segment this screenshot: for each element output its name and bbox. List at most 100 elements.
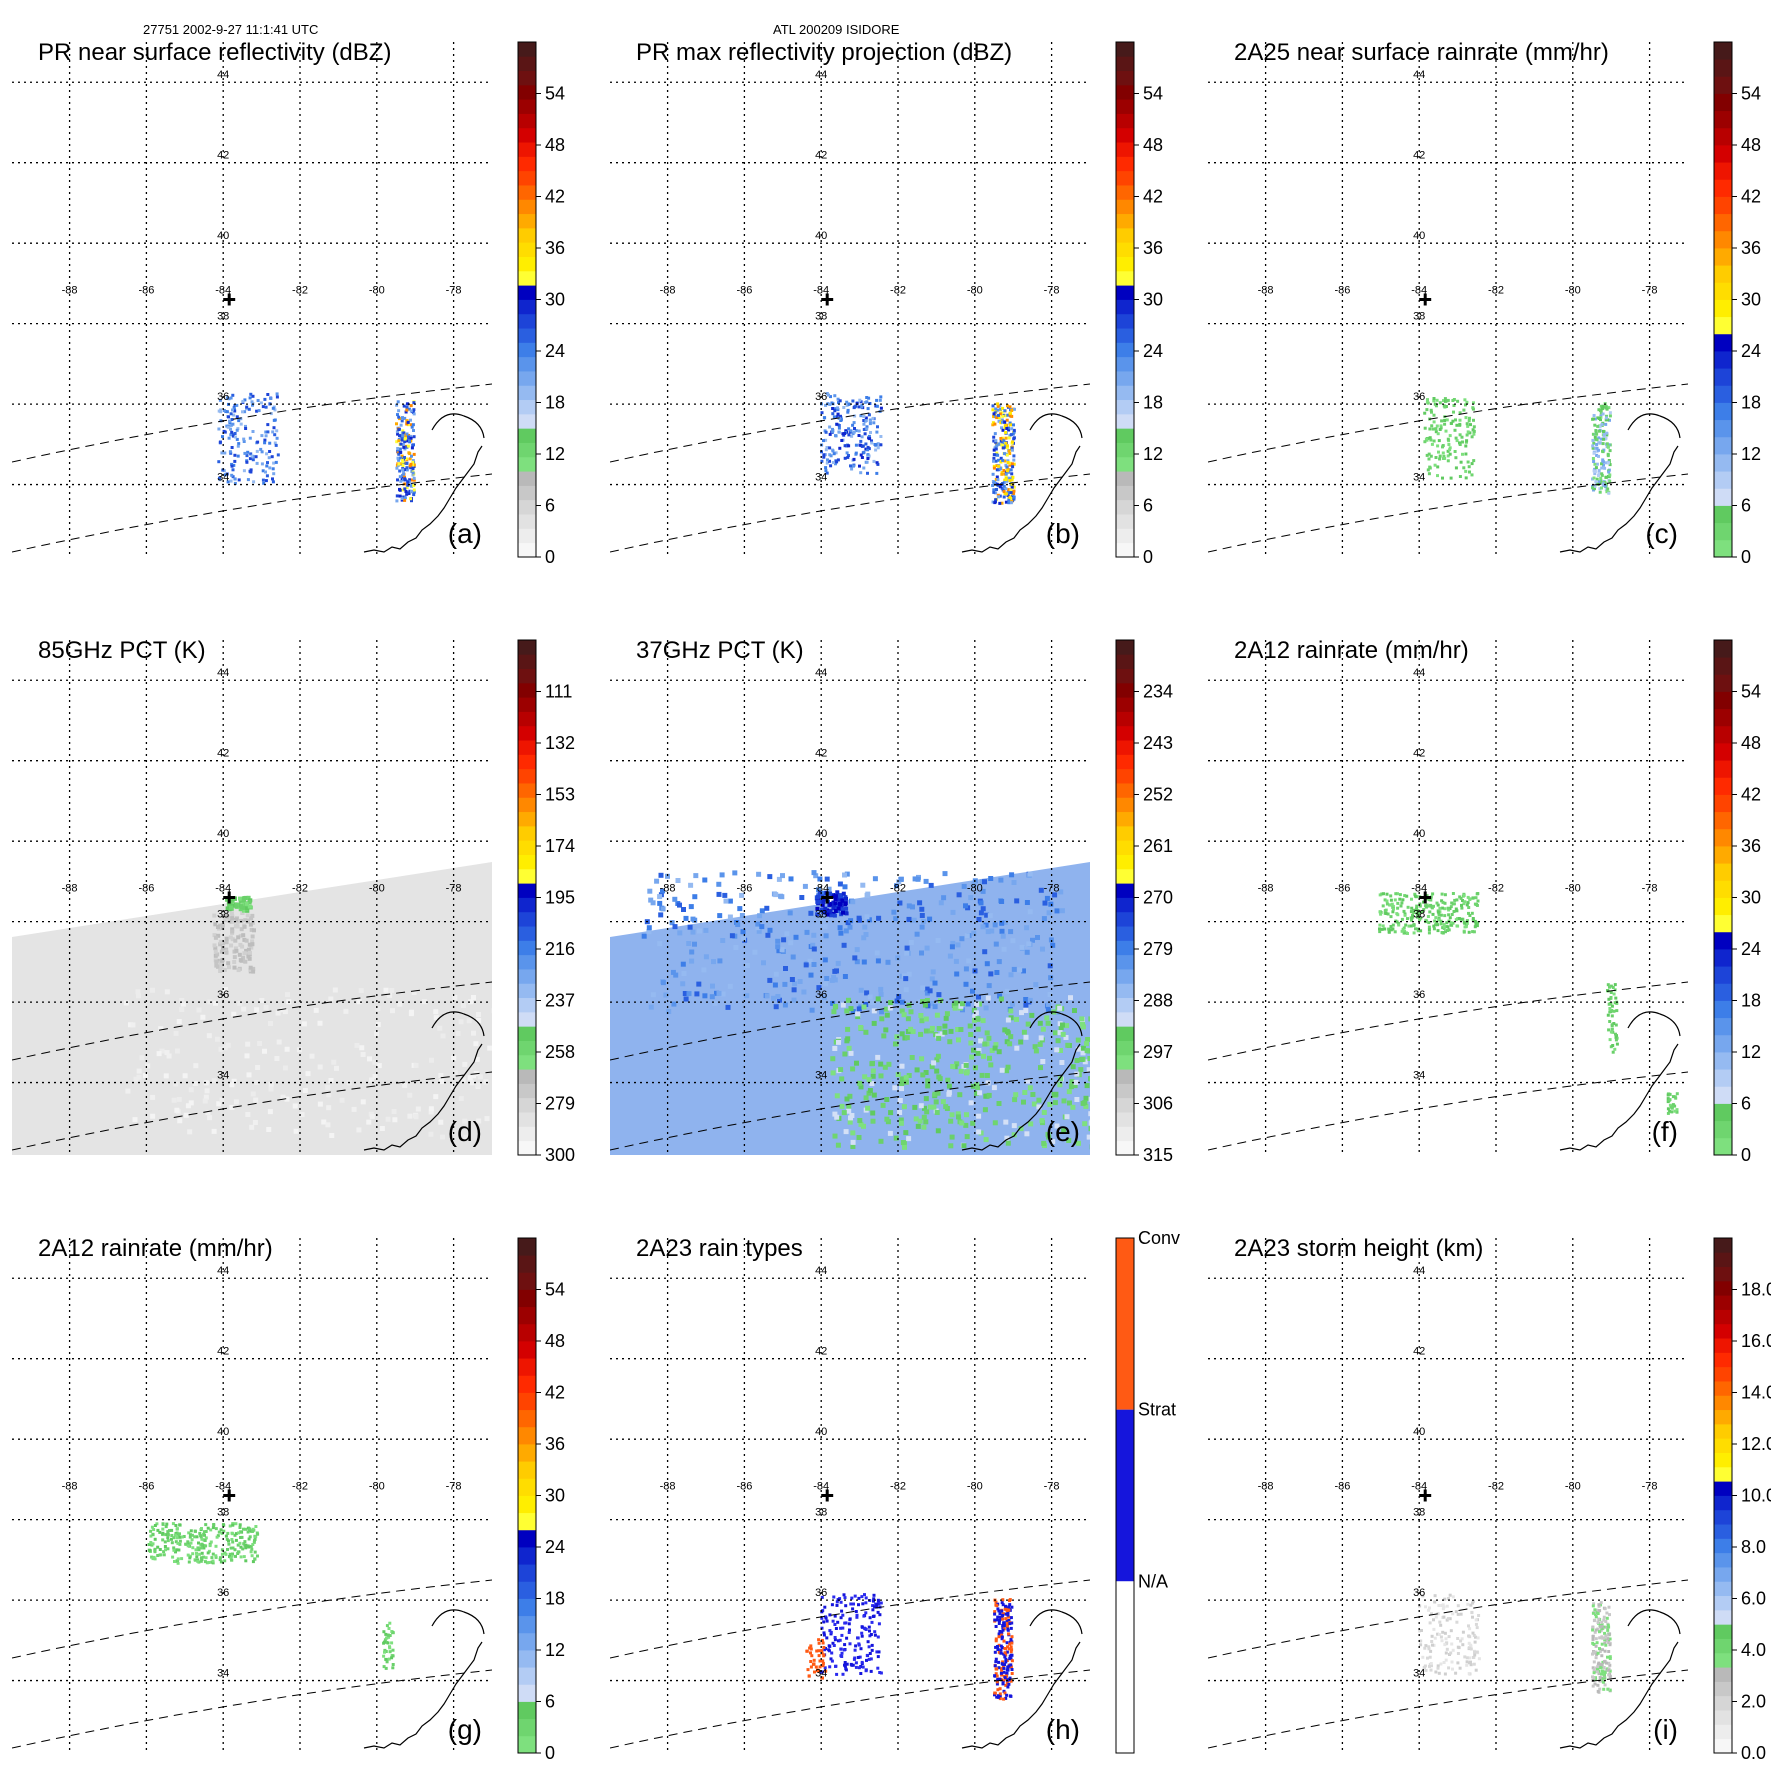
colorbar-category-label: N/A xyxy=(1138,1571,1168,1591)
colorbar-tick-label: 315 xyxy=(1143,1145,1173,1165)
colorbar-segment xyxy=(518,1495,536,1514)
plot-area-g xyxy=(12,1238,492,1753)
colorbar-tick-label: 30 xyxy=(545,290,565,310)
swath-edge-lower xyxy=(610,1669,1090,1749)
colorbar-segment xyxy=(518,711,536,727)
colorbar-tick-label: 54 xyxy=(545,1280,565,1300)
lat-tick-label: 42 xyxy=(1413,150,1425,162)
coastline xyxy=(1559,413,1681,553)
colorbar-segment xyxy=(1714,471,1732,489)
colorbar-tick-label: 195 xyxy=(545,888,575,908)
swath-edge-lower xyxy=(610,1071,1090,1151)
lat-tick-label: 44 xyxy=(815,1265,827,1277)
colorbar-segment xyxy=(518,1529,536,1548)
lon-tick-label: -82 xyxy=(1488,285,1504,297)
colorbar-segment xyxy=(1116,940,1134,956)
swath-edge-upper xyxy=(1208,981,1688,1061)
colorbar-tick-label: 18 xyxy=(545,1589,565,1609)
lat-tick-label: 38 xyxy=(815,311,827,323)
lon-tick-label: -86 xyxy=(138,285,154,297)
colorbar-segment xyxy=(1714,265,1732,283)
lat-tick-label: 40 xyxy=(1413,230,1425,242)
colorbar-segment xyxy=(518,1701,536,1720)
colorbar-tick-label: 36 xyxy=(1741,836,1761,856)
colorbar-segment xyxy=(1714,983,1732,1001)
colorbar-segment xyxy=(1116,854,1134,870)
lat-tick-label: 44 xyxy=(815,667,827,679)
colorbar-segment xyxy=(1714,110,1732,129)
colorbar-segment xyxy=(518,725,536,741)
colorbar-segment xyxy=(1714,897,1732,916)
lon-tick-label: -78 xyxy=(1642,1481,1658,1493)
lat-tick-label: 40 xyxy=(815,1426,827,1438)
colorbar-segment xyxy=(1714,127,1732,146)
colorbar-tick-label: 18 xyxy=(1143,393,1163,413)
colorbar-segment xyxy=(1116,442,1134,458)
colorbar-tick-label: 6 xyxy=(1143,496,1153,516)
colorbar-segment xyxy=(1714,1466,1732,1482)
coastline xyxy=(961,1011,1083,1151)
colorbar-segment xyxy=(1714,1034,1732,1053)
colorbar-segment xyxy=(1116,969,1134,984)
coastline xyxy=(1559,1011,1681,1151)
lat-tick-label: 42 xyxy=(1413,748,1425,760)
colorbar-segment xyxy=(1714,1695,1732,1711)
panel-title: 2A25 near surface rainrate (mm/hr) xyxy=(1234,39,1609,66)
colorbar-segment xyxy=(518,997,536,1013)
colorbar-segment xyxy=(1714,1481,1732,1496)
lat-tick-label: 34 xyxy=(815,1070,827,1082)
colorbar-segment xyxy=(518,954,536,970)
colorbar-segment xyxy=(1116,954,1134,970)
colorbar-segment xyxy=(518,1444,536,1462)
lon-tick-label: -88 xyxy=(1258,1481,1274,1493)
colorbar-segment xyxy=(518,811,536,827)
colorbar-tick-label: 30 xyxy=(1741,290,1761,310)
lon-tick-label: -88 xyxy=(62,883,78,895)
panel-title: 2A23 storm height (km) xyxy=(1234,1235,1483,1262)
colorbar-segment xyxy=(518,213,536,229)
colorbar-segment xyxy=(518,1547,536,1565)
storm-center-marker xyxy=(223,891,236,904)
lon-tick-label: -88 xyxy=(1258,285,1274,297)
colorbar-tick-label: 48 xyxy=(1741,733,1761,753)
colorbar-tick-label: 252 xyxy=(1143,785,1173,805)
panel-title: PR near surface reflectivity (dBZ) xyxy=(38,39,391,66)
colorbar-segment xyxy=(1116,371,1134,386)
colorbar-segment xyxy=(1714,863,1732,881)
colorbar-tick-label: 153 xyxy=(545,785,575,805)
colorbar-segment xyxy=(518,227,536,243)
colorbar-segment xyxy=(518,313,536,329)
lat-tick-label: 36 xyxy=(815,989,827,1001)
colorbar-segment xyxy=(518,1478,536,1496)
panel-f: -88 -86 -84 -82 -80 -78 44 42 40 38 36 34 2A12 rainr… xyxy=(1208,637,1761,1165)
colorbar-segment xyxy=(1116,754,1134,770)
colorbar-segment xyxy=(518,797,536,813)
colorbar-segment xyxy=(518,1272,536,1290)
colorbar-segment xyxy=(1714,454,1732,472)
lat-tick-label: 38 xyxy=(217,909,229,921)
colorbar-segment xyxy=(518,897,536,913)
colorbar-segment xyxy=(1714,931,1732,950)
colorbar-segment xyxy=(1116,1040,1134,1056)
colorbar-tick-label: 216 xyxy=(545,939,575,959)
colorbar-segment xyxy=(1714,1681,1732,1697)
colorbar-segment xyxy=(1714,230,1732,249)
colorbar-segment xyxy=(1116,911,1134,927)
colorbar-segment xyxy=(1714,1667,1732,1682)
colorbar-tick-label: 132 xyxy=(545,733,575,753)
colorbar-segment xyxy=(518,768,536,784)
colorbar-segment xyxy=(1714,640,1732,658)
colorbar-segment xyxy=(518,514,536,529)
lon-tick-label: -82 xyxy=(890,883,906,895)
colorbar-segment xyxy=(1714,1252,1732,1268)
colorbar-tick-label: 111 xyxy=(545,682,572,702)
colorbar-segment xyxy=(1714,42,1732,60)
lon-tick-label: -78 xyxy=(1642,883,1658,895)
colorbar-segment xyxy=(1116,1126,1134,1142)
storm-center-marker xyxy=(821,1489,834,1502)
colorbar-segment xyxy=(518,1358,536,1376)
colorbar-segment xyxy=(1714,1495,1732,1511)
colorbar-segment xyxy=(1714,1710,1732,1725)
lon-tick-label: -88 xyxy=(660,1481,676,1493)
colorbar-segment xyxy=(1714,213,1732,232)
